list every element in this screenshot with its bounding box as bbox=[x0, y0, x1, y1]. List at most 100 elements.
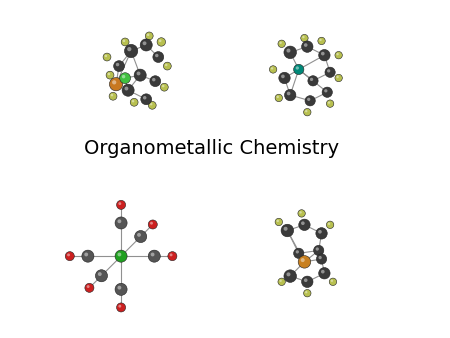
Text: Organometallic Chemistry: Organometallic Chemistry bbox=[84, 139, 339, 159]
Circle shape bbox=[117, 252, 122, 257]
Circle shape bbox=[277, 220, 279, 222]
Circle shape bbox=[111, 94, 113, 96]
Circle shape bbox=[328, 223, 330, 225]
Circle shape bbox=[112, 80, 116, 84]
Circle shape bbox=[143, 96, 146, 99]
Circle shape bbox=[84, 252, 88, 257]
Circle shape bbox=[117, 200, 126, 210]
Circle shape bbox=[85, 283, 94, 292]
Circle shape bbox=[305, 96, 315, 106]
Circle shape bbox=[151, 252, 154, 257]
Circle shape bbox=[87, 285, 90, 288]
Circle shape bbox=[114, 61, 125, 72]
Circle shape bbox=[150, 76, 161, 87]
Circle shape bbox=[123, 40, 125, 42]
Circle shape bbox=[308, 76, 318, 86]
Circle shape bbox=[118, 202, 121, 205]
Circle shape bbox=[117, 303, 126, 312]
Circle shape bbox=[310, 78, 313, 81]
Circle shape bbox=[287, 49, 290, 53]
Circle shape bbox=[157, 38, 166, 46]
Circle shape bbox=[287, 92, 290, 95]
Circle shape bbox=[284, 89, 296, 101]
Circle shape bbox=[122, 75, 125, 78]
Circle shape bbox=[130, 98, 138, 106]
Circle shape bbox=[326, 221, 334, 228]
Circle shape bbox=[134, 69, 146, 81]
Circle shape bbox=[328, 101, 330, 104]
Circle shape bbox=[302, 276, 313, 288]
Circle shape bbox=[143, 41, 146, 45]
Circle shape bbox=[109, 77, 123, 91]
Circle shape bbox=[279, 72, 290, 84]
Circle shape bbox=[335, 74, 342, 82]
Circle shape bbox=[304, 108, 311, 116]
Circle shape bbox=[65, 251, 74, 261]
Circle shape bbox=[279, 42, 282, 44]
Circle shape bbox=[116, 63, 119, 66]
Circle shape bbox=[318, 230, 322, 234]
Circle shape bbox=[320, 39, 322, 41]
Circle shape bbox=[115, 217, 127, 229]
Circle shape bbox=[299, 211, 302, 214]
Circle shape bbox=[321, 52, 324, 55]
Circle shape bbox=[132, 100, 134, 102]
Circle shape bbox=[117, 219, 122, 223]
Circle shape bbox=[98, 272, 102, 276]
Circle shape bbox=[140, 39, 152, 51]
Circle shape bbox=[337, 53, 339, 55]
Circle shape bbox=[305, 110, 307, 112]
Circle shape bbox=[301, 221, 305, 225]
Circle shape bbox=[136, 72, 140, 75]
Circle shape bbox=[152, 78, 156, 81]
Circle shape bbox=[122, 84, 134, 96]
Circle shape bbox=[121, 38, 129, 46]
Circle shape bbox=[163, 62, 171, 70]
Circle shape bbox=[279, 280, 282, 282]
Circle shape bbox=[120, 73, 130, 83]
Circle shape bbox=[335, 51, 342, 59]
Circle shape bbox=[95, 270, 108, 282]
Circle shape bbox=[304, 279, 307, 282]
Circle shape bbox=[271, 67, 273, 70]
Circle shape bbox=[148, 101, 156, 109]
Circle shape bbox=[278, 40, 285, 48]
Circle shape bbox=[322, 87, 333, 97]
Circle shape bbox=[325, 67, 335, 77]
Circle shape bbox=[109, 92, 117, 100]
Circle shape bbox=[278, 278, 285, 286]
Circle shape bbox=[307, 98, 310, 101]
Circle shape bbox=[293, 248, 304, 259]
Circle shape bbox=[316, 254, 327, 264]
Circle shape bbox=[302, 41, 313, 52]
Circle shape bbox=[316, 228, 327, 239]
Circle shape bbox=[284, 227, 288, 231]
Circle shape bbox=[315, 247, 319, 251]
Circle shape bbox=[327, 69, 330, 72]
Circle shape bbox=[318, 37, 325, 45]
Circle shape bbox=[168, 251, 177, 261]
Circle shape bbox=[277, 96, 279, 98]
Circle shape bbox=[125, 87, 128, 91]
Circle shape bbox=[304, 43, 307, 47]
Circle shape bbox=[160, 83, 168, 91]
Circle shape bbox=[319, 49, 330, 61]
Circle shape bbox=[321, 270, 324, 273]
Circle shape bbox=[170, 254, 172, 256]
Circle shape bbox=[293, 64, 304, 75]
Circle shape bbox=[125, 44, 138, 58]
Circle shape bbox=[106, 71, 114, 79]
Circle shape bbox=[150, 222, 153, 225]
Circle shape bbox=[148, 220, 158, 229]
Circle shape bbox=[305, 291, 307, 293]
Circle shape bbox=[331, 280, 333, 282]
Circle shape bbox=[275, 218, 283, 226]
Circle shape bbox=[165, 64, 167, 66]
Circle shape bbox=[298, 210, 305, 217]
Circle shape bbox=[302, 36, 305, 38]
Circle shape bbox=[270, 66, 277, 73]
Circle shape bbox=[281, 224, 293, 237]
Circle shape bbox=[135, 231, 147, 243]
Circle shape bbox=[115, 283, 127, 295]
Circle shape bbox=[108, 73, 110, 75]
